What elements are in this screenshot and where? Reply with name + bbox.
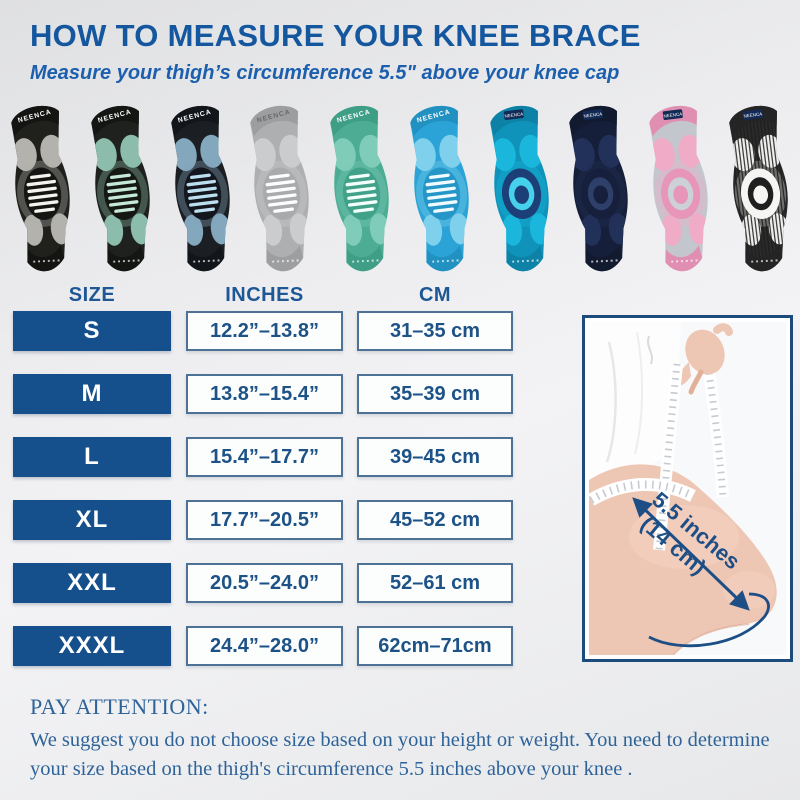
knee-brace-image: NEENCA	[723, 103, 797, 274]
size-cell: XXXL	[13, 626, 171, 666]
product-white-black-stripe: NEENCA	[720, 94, 798, 284]
product-light-gray: NEENCA	[241, 94, 319, 284]
product-mint-green: NEENCA	[321, 94, 399, 284]
column-header-inches: INCHES	[225, 284, 304, 306]
knee-brace-image: NEENCA	[91, 105, 151, 272]
knee-brace-image: NEENCA	[250, 105, 310, 272]
size-cell: XL	[13, 500, 171, 540]
page-title: HOW TO MEASURE YOUR KNEE BRACE	[30, 18, 641, 53]
cm-cell: 39–45 cm	[357, 437, 513, 477]
table-row: XXL 20.5”–24.0” 52–61 cm	[13, 563, 513, 603]
svg-text:NEENCA: NEENCA	[743, 111, 762, 118]
cm-cell: 35–39 cm	[357, 374, 513, 414]
knee-brace-image: NEENCA	[410, 105, 470, 272]
table-body: S 12.2”–13.8” 31–35 cm M 13.8”–15.4” 35–39 cm…	[13, 311, 513, 666]
product-pink: NEENCA	[640, 94, 718, 284]
product-sky-blue: NEENCA	[401, 94, 479, 284]
product-black-blue-knit: NEENCA	[162, 94, 240, 284]
attention-body: We suggest you do not choose size based …	[30, 729, 770, 781]
inches-cell: 17.7”–20.5”	[186, 500, 343, 540]
inches-cell: 12.2”–13.8”	[186, 311, 343, 351]
hand-holding-tape	[673, 323, 733, 395]
product-black-gray-knit: NEENCA	[2, 94, 80, 284]
attention-heading: PAY ATTENTION:	[30, 694, 209, 719]
size-cell: XXL	[13, 563, 171, 603]
inches-cell: 15.4”–17.7”	[186, 437, 343, 477]
size-chart-table: SIZE INCHES CM S 12.2”–13.8” 31–35 cm M 13.8…	[13, 284, 513, 689]
measuring-tape-hanging-right	[702, 365, 729, 498]
measuring-tape-wrap	[589, 477, 696, 506]
svg-text:NEENCA: NEENCA	[504, 111, 523, 118]
cm-cell: 62cm–71cm	[357, 626, 513, 666]
svg-text:NEENCA: NEENCA	[663, 111, 682, 118]
product-color-row: NEENCA NEENCA	[0, 94, 800, 286]
cm-cell: 45–52 cm	[357, 500, 513, 540]
product-turquoise-navy: NEENCA	[481, 94, 559, 284]
size-cell: L	[13, 437, 171, 477]
cm-cell: 52–61 cm	[357, 563, 513, 603]
measurement-photo: 5.5 inches (14 cm)	[582, 315, 793, 662]
white-shorts	[589, 322, 681, 486]
circumference-ellipse	[648, 592, 770, 648]
column-header-cm: CM	[418, 284, 452, 306]
cm-cell: 31–35 cm	[357, 311, 513, 351]
table-header-row: SIZE INCHES CM	[13, 284, 513, 307]
knee-brace-image: NEENCA	[11, 105, 71, 272]
knee-brace-image: NEENCA	[489, 105, 550, 272]
product-navy: NEENCA	[560, 94, 638, 284]
inches-cell: 20.5”–24.0”	[186, 563, 343, 603]
double-arrow	[632, 497, 750, 611]
table-row: S 12.2”–13.8” 31–35 cm	[13, 311, 513, 351]
column-header-size: SIZE	[68, 284, 116, 306]
svg-text:NEENCA: NEENCA	[584, 111, 603, 118]
product-black-mint-knit: NEENCA	[82, 94, 160, 284]
inches-cell: 24.4”–28.0”	[186, 626, 343, 666]
thigh-measurement-illustration: 5.5 inches (14 cm)	[589, 322, 786, 655]
knee-brace-image: NEENCA	[649, 105, 709, 272]
page-subtitle: Measure your thigh’s circumference 5.5" …	[30, 62, 620, 84]
table-row: XL 17.7”–20.5” 45–52 cm	[13, 500, 513, 540]
table-row: M 13.8”–15.4” 35–39 cm	[13, 374, 513, 414]
knee-brace-image: NEENCA	[170, 105, 231, 272]
attention-note: PAY ATTENTION: We suggest you do not cho…	[30, 694, 786, 784]
size-cell: M	[13, 374, 171, 414]
size-cell: S	[13, 311, 171, 351]
table-row: XXXL 24.4”–28.0” 62cm–71cm	[13, 626, 513, 666]
inches-cell: 13.8”–15.4”	[186, 374, 343, 414]
table-row: L 15.4”–17.7” 39–45 cm	[13, 437, 513, 477]
knee-brace-image: NEENCA	[569, 105, 629, 272]
knee-brace-image: NEENCA	[330, 105, 390, 272]
